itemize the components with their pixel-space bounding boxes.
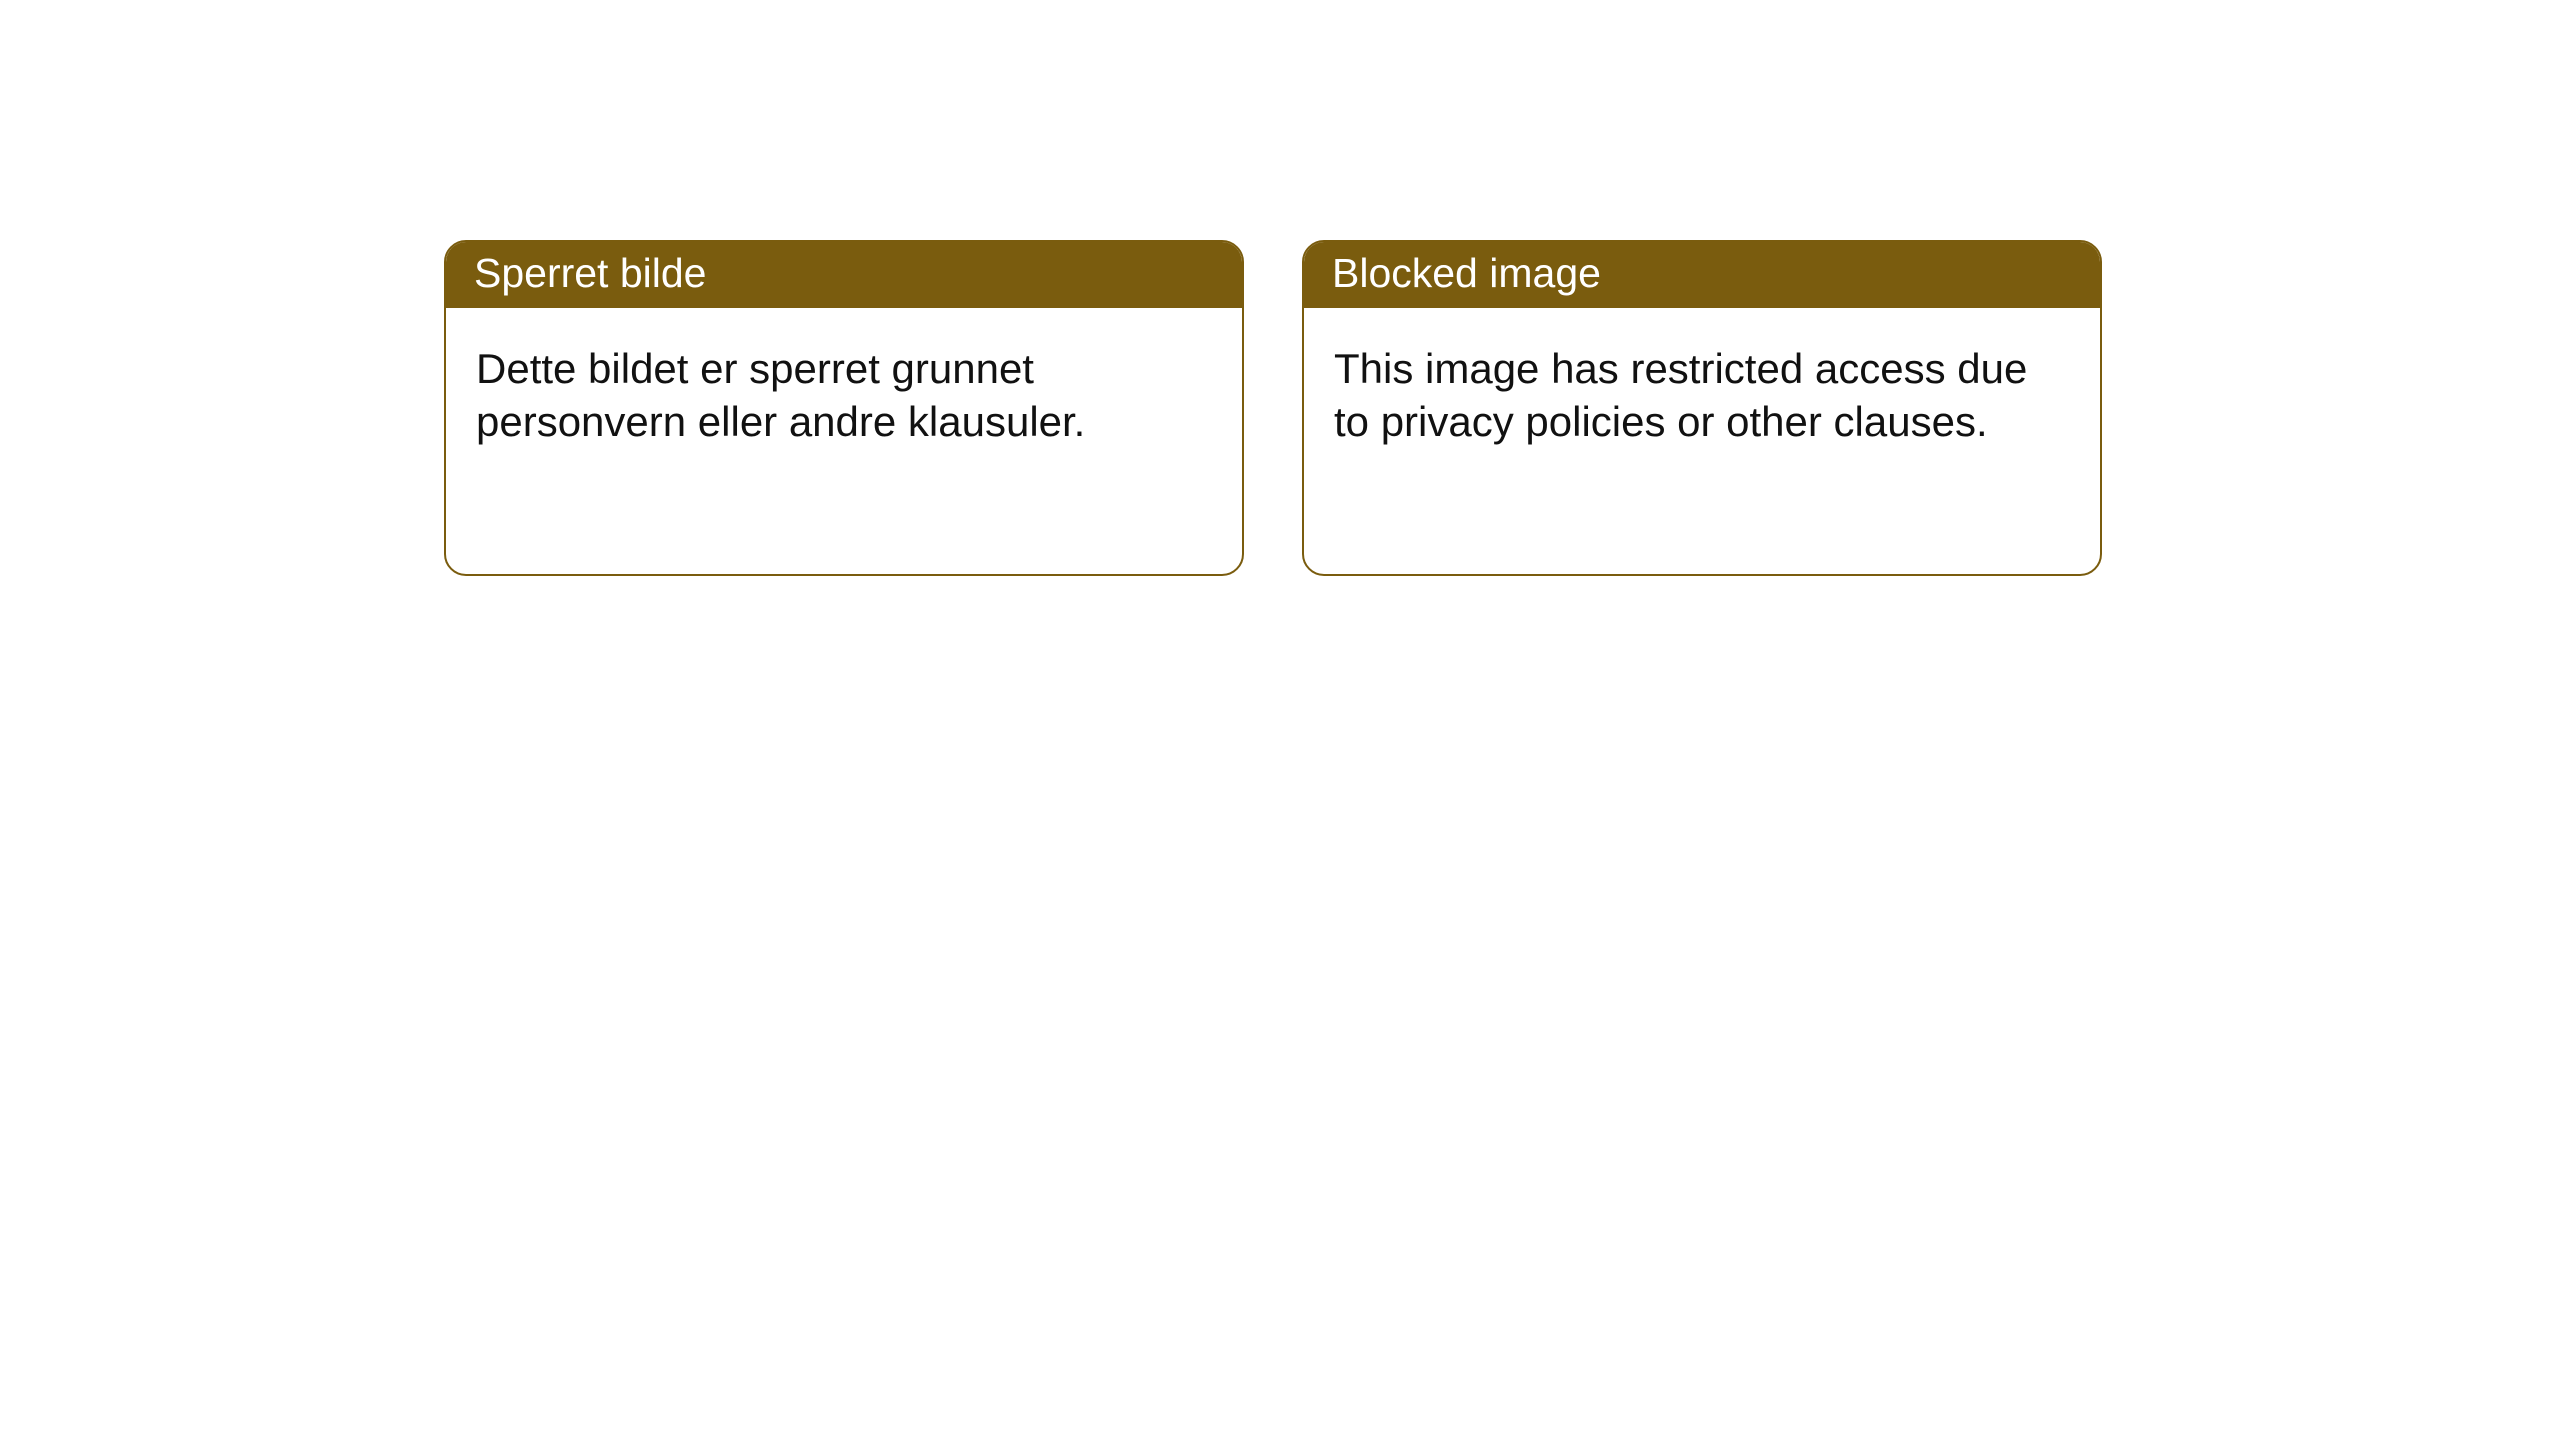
notice-card-norwegian: Sperret bilde Dette bildet er sperret gr… [444, 240, 1244, 576]
notice-body: Dette bildet er sperret grunnet personve… [446, 308, 1242, 476]
notice-header: Sperret bilde [446, 242, 1242, 308]
notice-card-english: Blocked image This image has restricted … [1302, 240, 2102, 576]
notice-container: Sperret bilde Dette bildet er sperret gr… [0, 0, 2560, 576]
notice-body: This image has restricted access due to … [1304, 308, 2100, 476]
notice-header: Blocked image [1304, 242, 2100, 308]
